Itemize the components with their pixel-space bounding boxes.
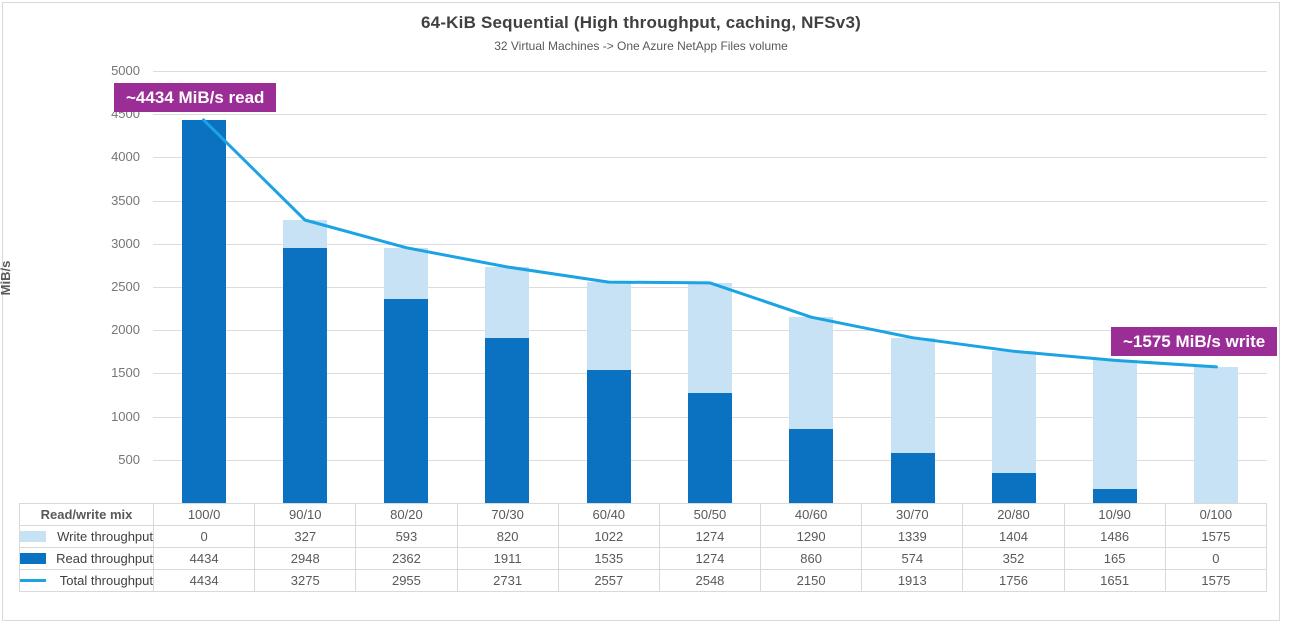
category-header-20/80: 20/80	[962, 503, 1065, 526]
value-cell-write-throughput-60/40: 1022	[557, 525, 660, 548]
y-tick-label-1000: 1000	[111, 409, 140, 424]
read-throughput-bar-20/80	[992, 472, 1036, 503]
value-cell-write-throughput-70/30: 820	[456, 525, 559, 548]
value-cell-read-throughput-100/0: 4434	[152, 547, 256, 570]
value-cell-read-throughput-50/50: 1274	[658, 547, 762, 570]
chart-title: 64-KiB Sequential (High throughput, cach…	[421, 13, 861, 32]
value-cell-total-throughput-10/90: 1651	[1063, 569, 1166, 592]
write-throughput-bar-90/10	[283, 220, 327, 249]
category-header-0/100: 0/100	[1164, 503, 1268, 526]
value-cell-total-throughput-0/100: 1575	[1164, 569, 1268, 592]
write-throughput-bar-10/90	[1093, 360, 1137, 489]
value-cell-write-throughput-80/20: 593	[355, 525, 458, 548]
value-cell-write-throughput-0/100: 1575	[1164, 525, 1268, 548]
read-throughput-bar-10/90	[1093, 488, 1137, 503]
value-cell-read-throughput-90/10: 2948	[254, 547, 357, 570]
y-tick-label-2500: 2500	[111, 279, 140, 294]
value-cell-read-throughput-20/80: 352	[962, 547, 1065, 570]
y-tick-label-2000: 2000	[111, 322, 140, 337]
legend-entry: Read throughput	[20, 549, 153, 569]
category-header-60/40: 60/40	[557, 503, 660, 526]
value-cell-read-throughput-80/20: 2362	[355, 547, 458, 570]
read-throughput-bar-70/30	[485, 337, 529, 503]
y-tick-label-4000: 4000	[111, 149, 140, 164]
category-header-80/20: 80/20	[355, 503, 458, 526]
category-header-10/90: 10/90	[1063, 503, 1166, 526]
category-header-50/50: 50/50	[658, 503, 762, 526]
bar-swatch-icon	[20, 531, 46, 542]
read-throughput-bar-90/10	[283, 248, 327, 503]
write-throughput-bar-80/20	[384, 247, 428, 299]
read-throughput-bar-50/50	[688, 392, 732, 503]
y-tick-label-3500: 3500	[111, 193, 140, 208]
write-throughput-bar-40/60	[789, 317, 833, 429]
table-row-header: Read/write mix	[19, 503, 154, 526]
series-label: Read throughput	[56, 551, 153, 566]
value-cell-read-throughput-30/70: 574	[861, 547, 964, 570]
series-label: Write throughput	[57, 529, 153, 544]
write-throughput-bar-30/70	[891, 337, 935, 454]
legend-cell-read-throughput: Read throughput	[19, 547, 154, 570]
value-cell-total-throughput-30/70: 1913	[861, 569, 964, 592]
value-cell-write-throughput-100/0: 0	[152, 525, 256, 548]
y-axis-title: MiB/s	[0, 260, 13, 296]
legend-entry: Write throughput	[20, 527, 153, 547]
value-cell-write-throughput-50/50: 1274	[658, 525, 762, 548]
category-header-70/30: 70/30	[456, 503, 559, 526]
read-throughput-bar-100/0	[182, 119, 226, 503]
gridline-3500	[153, 201, 1267, 202]
legend-cell-write-throughput: Write throughput	[19, 525, 154, 548]
category-header-30/70: 30/70	[861, 503, 964, 526]
gridline-4500	[153, 114, 1267, 115]
value-cell-write-throughput-20/80: 1404	[962, 525, 1065, 548]
y-tick-label-3000: 3000	[111, 236, 140, 251]
write-throughput-bar-20/80	[992, 351, 1036, 473]
value-cell-total-throughput-40/60: 2150	[760, 569, 863, 592]
chart-subtitle: 32 Virtual Machines -> One Azure NetApp …	[494, 39, 788, 53]
read-throughput-bar-60/40	[587, 370, 631, 503]
value-cell-total-throughput-70/30: 2731	[456, 569, 559, 592]
value-cell-write-throughput-40/60: 1290	[760, 525, 863, 548]
y-tick-label-5000: 5000	[111, 63, 140, 78]
value-cell-read-throughput-0/100: 0	[1164, 547, 1268, 570]
category-header-40/60: 40/60	[760, 503, 863, 526]
write-throughput-bar-0/100	[1194, 366, 1238, 503]
value-cell-read-throughput-70/30: 1911	[456, 547, 559, 570]
read-throughput-bar-80/20	[384, 298, 428, 503]
value-cell-read-throughput-60/40: 1535	[557, 547, 660, 570]
value-cell-read-throughput-40/60: 860	[760, 547, 863, 570]
category-header-100/0: 100/0	[152, 503, 256, 526]
series-label: Total throughput	[59, 573, 153, 588]
write-throughput-bar-50/50	[688, 282, 732, 393]
gridline-5000	[153, 71, 1267, 72]
value-cell-total-throughput-100/0: 4434	[152, 569, 256, 592]
y-tick-label-500: 500	[118, 452, 140, 467]
gridline-4000	[153, 157, 1267, 158]
line-swatch-icon	[20, 579, 46, 582]
value-cell-total-throughput-60/40: 2557	[557, 569, 660, 592]
value-cell-total-throughput-80/20: 2955	[355, 569, 458, 592]
value-cell-total-throughput-20/80: 1756	[962, 569, 1065, 592]
bar-swatch-icon	[20, 553, 46, 564]
data-table: Read/write mix 100/0 90/10 80/20 70/30 60/40 5…	[19, 503, 1268, 592]
read-throughput-bar-30/70	[891, 453, 935, 503]
y-tick-label-1500: 1500	[111, 365, 140, 380]
value-cell-write-throughput-90/10: 327	[254, 525, 357, 548]
write-annotation-callout: ~1575 MiB/s write	[1111, 327, 1278, 356]
read-annotation-callout: ~4434 MiB/s read	[114, 83, 277, 112]
value-cell-write-throughput-30/70: 1339	[861, 525, 964, 548]
value-cell-total-throughput-50/50: 2548	[658, 569, 762, 592]
write-throughput-bar-70/30	[485, 267, 529, 338]
value-cell-write-throughput-10/90: 1486	[1063, 525, 1166, 548]
category-header-90/10: 90/10	[254, 503, 357, 526]
read-throughput-bar-40/60	[789, 428, 833, 503]
legend-cell-total-throughput: Total throughput	[19, 569, 154, 592]
value-cell-read-throughput-10/90: 165	[1063, 547, 1166, 570]
value-cell-total-throughput-90/10: 3275	[254, 569, 357, 592]
write-throughput-bar-60/40	[587, 282, 631, 371]
legend-entry: Total throughput	[20, 571, 153, 591]
